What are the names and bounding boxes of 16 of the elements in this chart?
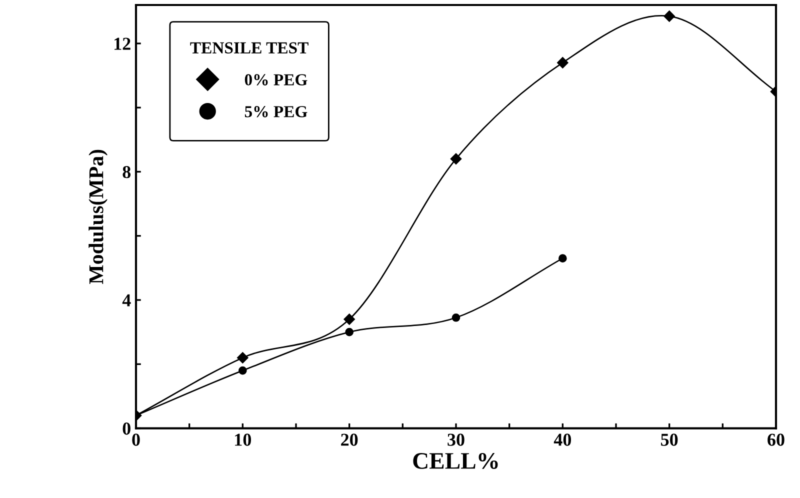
y-tick-label: 4 (122, 294, 131, 306)
x-tick-label: 60 (768, 434, 784, 446)
x-axis-title: CELL% (413, 452, 498, 469)
y-tick-label: 8 (122, 166, 131, 178)
x-tick-label: 10 (235, 434, 252, 446)
y-tick-label: 0 (122, 422, 130, 435)
x-tick-label: 30 (448, 434, 464, 446)
legend-title: TENSILE TEST (190, 42, 308, 54)
x-tick-label: 50 (661, 434, 678, 446)
x-tick-label: 40 (554, 434, 572, 446)
x-tick-label: 20 (341, 434, 358, 446)
legend-label: 0% PEG (244, 74, 308, 86)
y-axis-title: Modulus(MPa) (88, 150, 108, 284)
legend-label: 5% PEG (244, 106, 308, 118)
y-tick-label: 12 (114, 38, 130, 50)
x-tick-label: 0 (132, 434, 140, 446)
